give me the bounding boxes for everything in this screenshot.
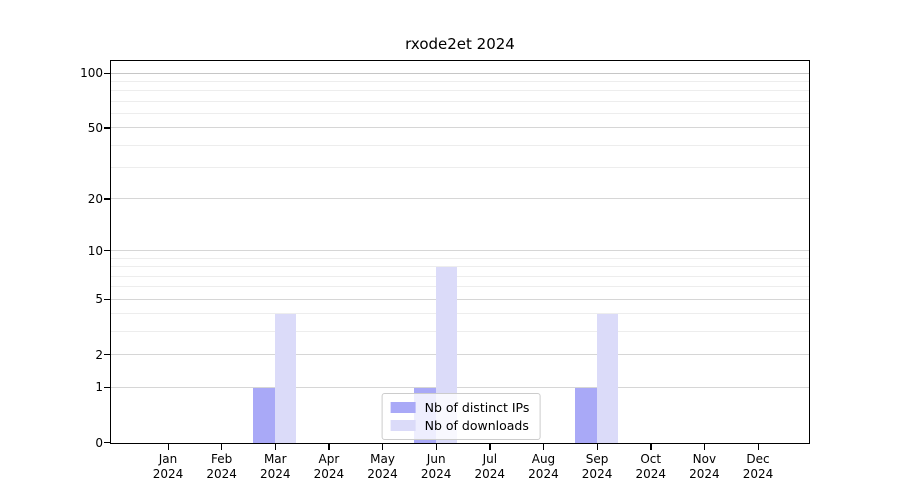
y-tick-label: 20	[87, 191, 103, 206]
gridline-major	[111, 72, 809, 74]
y-axis-tick	[104, 127, 110, 129]
y-tick-label: 100	[80, 66, 103, 81]
gridline-major	[111, 354, 809, 356]
y-tick-label: 1	[95, 380, 103, 395]
y-axis-tick	[104, 250, 110, 252]
gridline-minor	[111, 113, 809, 115]
x-axis-tick	[221, 444, 223, 450]
x-tick-label-jul: Jul 2024	[474, 452, 506, 481]
gridline-major	[111, 250, 809, 252]
legend-label-downloads: Nb of downloads	[424, 417, 529, 433]
gridline-major	[111, 127, 809, 129]
x-axis-tick	[328, 444, 330, 450]
y-tick-label: 2	[95, 347, 103, 362]
legend-swatch-distinct-ips	[390, 401, 416, 413]
gridline-minor	[111, 331, 809, 333]
gridline-major	[111, 298, 809, 300]
x-tick-label-may: May 2024	[367, 452, 398, 481]
x-tick-label-dec: Dec 2024	[742, 452, 774, 481]
x-tick-label-sep: Sep 2024	[581, 452, 613, 481]
bar-downloads-sep	[596, 314, 619, 443]
chart-title: rxode2et 2024	[405, 35, 515, 53]
x-tick-label-aug: Aug 2024	[528, 452, 559, 481]
x-tick-label-apr: Apr 2024	[313, 452, 345, 481]
gridline-minor	[111, 90, 809, 92]
y-axis-tick	[104, 386, 110, 388]
x-tick-label-nov: Nov 2024	[689, 452, 720, 481]
x-axis-tick	[596, 444, 598, 450]
y-tick-label: 10	[87, 243, 103, 258]
bar-distinct-ips-mar	[253, 387, 275, 443]
x-axis-tick	[650, 444, 652, 450]
x-axis-tick	[435, 444, 437, 450]
gridline-major	[111, 386, 809, 388]
x-axis-tick	[382, 444, 384, 450]
gridline-minor	[111, 266, 809, 268]
y-axis-tick	[104, 354, 110, 356]
x-axis-tick	[167, 444, 169, 450]
legend-label-distinct-ips: Nb of distinct IPs	[424, 399, 530, 415]
gridline-minor	[111, 144, 809, 146]
legend: Nb of distinct IPs Nb of downloads	[381, 393, 541, 440]
gridline-minor	[111, 257, 809, 259]
bar-distinct-ips-sep	[575, 387, 597, 443]
x-tick-label-mar: Mar 2024	[259, 452, 291, 481]
legend-item-distinct-ips: Nb of distinct IPs	[390, 398, 530, 416]
gridline-minor	[111, 100, 809, 102]
x-axis-tick	[757, 444, 759, 450]
y-axis-tick	[104, 72, 110, 75]
gridline-minor	[111, 286, 809, 288]
x-tick-label-jun: Jun 2024	[420, 452, 452, 481]
gridline-major	[111, 198, 809, 200]
y-tick-label: 5	[95, 292, 103, 307]
y-axis-tick	[104, 442, 110, 444]
gridline-minor	[111, 81, 809, 83]
x-tick-label-feb: Feb 2024	[206, 452, 237, 481]
legend-item-downloads: Nb of downloads	[390, 416, 530, 434]
x-axis-tick	[489, 444, 491, 450]
bar-downloads-mar	[274, 314, 297, 443]
x-axis-tick	[274, 444, 277, 450]
y-axis-tick	[104, 198, 110, 200]
gridline-minor	[111, 167, 809, 169]
legend-swatch-downloads	[390, 419, 416, 431]
x-tick-label-oct: Oct 2024	[635, 452, 666, 481]
gridline-minor	[111, 275, 809, 277]
x-tick-label-jan: Jan 2024	[152, 452, 184, 481]
y-axis-tick	[104, 298, 110, 300]
x-axis-tick	[542, 444, 545, 450]
y-tick-label: 0	[95, 435, 103, 450]
plot-area	[110, 60, 810, 444]
y-tick-label: 50	[87, 120, 103, 135]
x-axis-tick	[703, 444, 706, 450]
gridline-minor	[111, 313, 809, 315]
